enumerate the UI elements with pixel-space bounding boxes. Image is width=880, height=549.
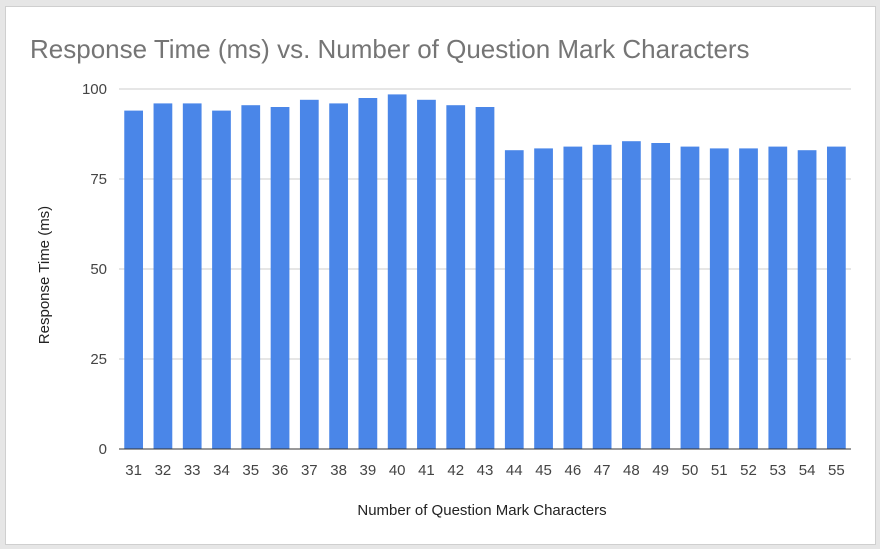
x-tick-label: 41 <box>418 462 435 479</box>
x-tick-label: 50 <box>682 462 699 479</box>
x-tick-label: 55 <box>828 462 845 479</box>
bar-45[interactable] <box>534 148 553 449</box>
bar-44[interactable] <box>504 150 524 449</box>
y-tick-label: 75 <box>90 171 107 188</box>
x-tick-label: 33 <box>184 462 201 479</box>
bar-34[interactable] <box>212 110 231 449</box>
bar-43[interactable] <box>475 107 495 449</box>
bar-50[interactable] <box>680 146 700 449</box>
bar-55[interactable] <box>826 146 846 449</box>
x-tick-label: 54 <box>799 462 816 479</box>
x-tick-label: 40 <box>389 462 406 479</box>
y-tick-label: 0 <box>99 441 107 458</box>
x-tick-label: 42 <box>447 462 464 479</box>
x-tick-label: 45 <box>535 462 552 479</box>
x-tick-label: 46 <box>564 462 581 479</box>
x-tick-label: 39 <box>360 462 377 479</box>
bar-53[interactable] <box>768 146 788 449</box>
bar-42[interactable] <box>446 105 466 449</box>
y-tick-label: 100 <box>82 81 107 98</box>
bar-41[interactable] <box>417 99 436 450</box>
x-tick-label: 32 <box>155 462 172 479</box>
bar-51[interactable] <box>709 148 729 449</box>
x-tick-label: 43 <box>477 462 494 479</box>
x-tick-label: 31 <box>125 462 142 479</box>
bar-36[interactable] <box>270 107 290 449</box>
x-tick-label: 37 <box>301 462 318 479</box>
x-tick-label: 48 <box>623 462 640 479</box>
x-axis-title: Number of Question Mark Characters <box>357 502 606 519</box>
bar-40[interactable] <box>387 94 407 450</box>
x-tick-label: 44 <box>506 462 523 479</box>
bar-32[interactable] <box>153 103 173 450</box>
bar-38[interactable] <box>329 103 348 450</box>
bar-48[interactable] <box>622 141 641 449</box>
x-tick-label: 51 <box>711 462 728 479</box>
x-tick-label: 49 <box>652 462 669 479</box>
bar-54[interactable] <box>797 150 817 449</box>
x-tick-label: 53 <box>769 462 786 479</box>
bar-37[interactable] <box>299 99 319 450</box>
y-tick-labels: 0 25 50 75 100 <box>82 81 107 458</box>
bar-33[interactable] <box>182 103 202 450</box>
bar-46[interactable] <box>563 146 583 449</box>
bar-47[interactable] <box>592 144 612 450</box>
x-tick-label: 38 <box>330 462 347 479</box>
x-tick-label: 36 <box>272 462 289 479</box>
bars <box>124 94 846 450</box>
bar-49[interactable] <box>651 143 671 449</box>
x-tick-labels: 31 32 33 34 35 36 37 38 39 40 41 42 43 44 45 46 47 48 49 50… <box>125 462 844 479</box>
chart-title: Response Time (ms) vs. Number of Questio… <box>30 34 750 64</box>
chart-frame: Response Time (ms) vs. Number of Questio… <box>5 6 876 545</box>
y-tick-label: 25 <box>90 351 107 368</box>
bar-52[interactable] <box>739 148 758 449</box>
bar-39[interactable] <box>358 98 378 449</box>
bar-35[interactable] <box>241 105 261 449</box>
bar-31[interactable] <box>124 110 144 449</box>
x-tick-label: 34 <box>213 462 230 479</box>
y-tick-label: 50 <box>90 261 107 278</box>
x-tick-label: 52 <box>740 462 757 479</box>
bar-chart: Response Time (ms) vs. Number of Questio… <box>30 34 851 519</box>
y-axis-title: Response Time (ms) <box>36 206 53 344</box>
x-tick-label: 47 <box>594 462 611 479</box>
x-tick-label: 35 <box>242 462 259 479</box>
